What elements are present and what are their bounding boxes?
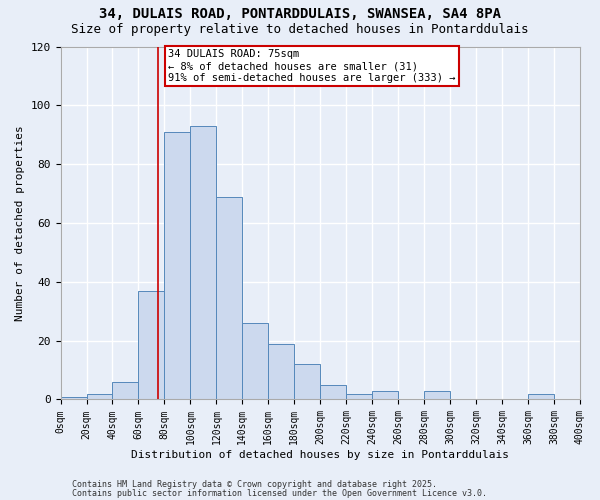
- Text: 34, DULAIS ROAD, PONTARDDULAIS, SWANSEA, SA4 8PA: 34, DULAIS ROAD, PONTARDDULAIS, SWANSEA,…: [99, 8, 501, 22]
- Bar: [112, 382, 139, 400]
- Bar: [320, 385, 346, 400]
- Bar: [242, 323, 268, 400]
- Bar: [217, 196, 242, 400]
- Bar: [190, 126, 217, 400]
- Bar: [61, 396, 86, 400]
- Text: 34 DULAIS ROAD: 75sqm
← 8% of detached houses are smaller (31)
91% of semi-detac: 34 DULAIS ROAD: 75sqm ← 8% of detached h…: [169, 50, 456, 82]
- Bar: [424, 390, 450, 400]
- Text: Contains HM Land Registry data © Crown copyright and database right 2025.: Contains HM Land Registry data © Crown c…: [72, 480, 437, 489]
- Bar: [294, 364, 320, 400]
- Bar: [346, 394, 372, 400]
- Bar: [528, 394, 554, 400]
- Bar: [372, 390, 398, 400]
- Text: Size of property relative to detached houses in Pontarddulais: Size of property relative to detached ho…: [71, 22, 529, 36]
- X-axis label: Distribution of detached houses by size in Pontarddulais: Distribution of detached houses by size …: [131, 450, 509, 460]
- Bar: [86, 394, 112, 400]
- Text: Contains public sector information licensed under the Open Government Licence v3: Contains public sector information licen…: [72, 488, 487, 498]
- Bar: [268, 344, 294, 400]
- Bar: [164, 132, 190, 400]
- Y-axis label: Number of detached properties: Number of detached properties: [15, 125, 25, 321]
- Bar: [139, 290, 164, 400]
